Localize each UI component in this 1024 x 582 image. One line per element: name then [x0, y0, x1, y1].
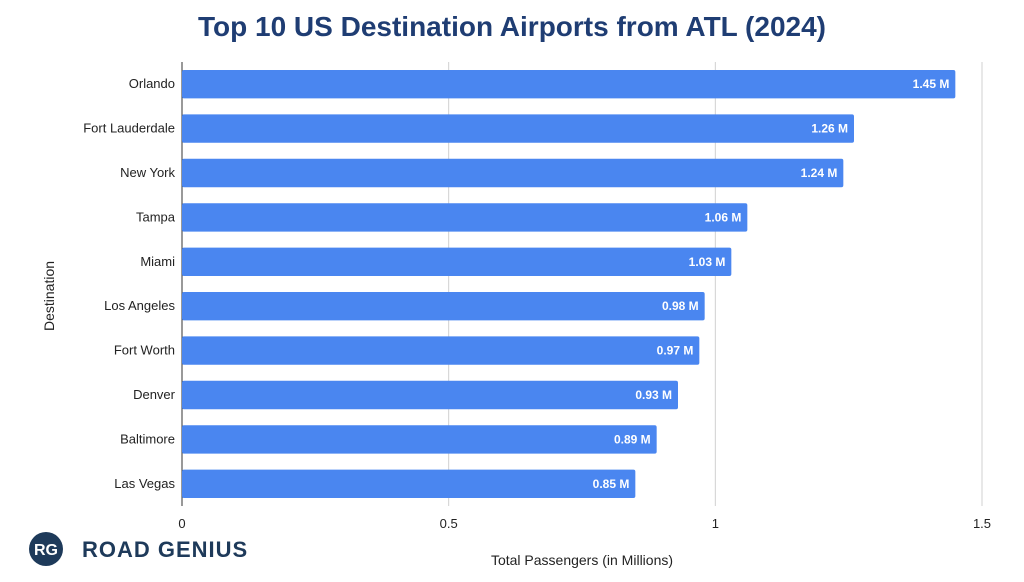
bar: [182, 425, 657, 454]
category-label: Denver: [133, 387, 176, 402]
category-label: Orlando: [129, 76, 175, 91]
category-label: Fort Worth: [114, 343, 175, 358]
category-label: Miami: [140, 254, 175, 269]
y-axis-title: Destination: [41, 261, 57, 331]
x-tick-label: 0: [178, 516, 185, 531]
logo-badge-icon: [29, 532, 63, 566]
bars: 1.45 M 1.26 M 1.24 M 1.06 M 1.03 M 0.98 M 0.97…: [182, 69, 956, 499]
category-label: Tampa: [136, 209, 176, 224]
bar: [182, 291, 705, 321]
data-label: 1.03 M: [689, 255, 726, 269]
x-tick-label: 1.5: [973, 516, 991, 531]
data-label: 1.45 M: [913, 77, 950, 91]
bar: [182, 203, 748, 232]
data-label: 1.06 M: [705, 210, 742, 224]
data-label: 0.89 M: [614, 432, 651, 446]
logo-text: ROAD GENIUS: [82, 537, 248, 562]
data-label: 0.97 M: [657, 344, 694, 358]
x-tick-label: 0.5: [440, 516, 458, 531]
bar: [182, 469, 636, 499]
data-label: 0.98 M: [662, 299, 699, 313]
bar: [182, 336, 700, 365]
data-label: 1.24 M: [801, 166, 838, 180]
category-label: Fort Lauderdale: [83, 121, 175, 136]
data-label: 0.93 M: [635, 388, 672, 402]
data-label: 1.26 M: [811, 122, 848, 136]
data-label: 0.85 M: [593, 477, 630, 491]
x-tick-label: 1: [712, 516, 719, 531]
category-label: New York: [120, 165, 175, 180]
bar: [182, 380, 678, 410]
logo-initials: RG: [34, 542, 58, 559]
bar: [182, 114, 854, 143]
bar: [182, 158, 844, 188]
category-label: Los Angeles: [104, 298, 175, 313]
x-axis-title: Total Passengers (in Millions): [491, 552, 673, 568]
category-label: Las Vegas: [114, 476, 175, 491]
bar: [182, 69, 956, 99]
category-labels: Orlando Fort Lauderdale New York Tampa Miami…: [83, 76, 176, 491]
category-label: Baltimore: [120, 431, 175, 446]
chart-title: Top 10 US Destination Airports from ATL …: [198, 11, 826, 42]
road-genius-logo: RG ROAD GENIUS: [29, 532, 248, 566]
bar: [182, 247, 732, 277]
x-tick-labels: 0 0.5 1 1.5: [178, 516, 991, 531]
